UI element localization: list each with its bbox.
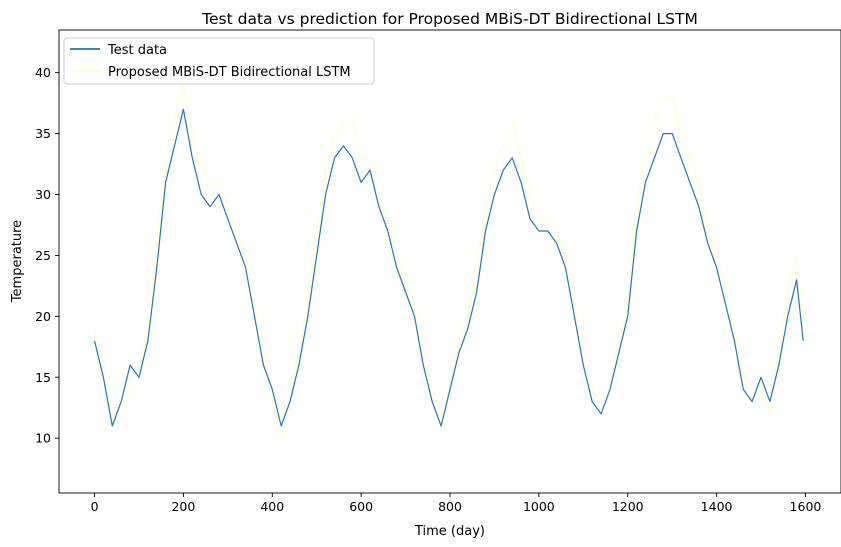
x-tick-label: 0 [91,499,99,514]
y-tick-label: 15 [35,370,51,385]
legend-box [63,37,375,85]
x-tick-label: 1200 [612,499,644,514]
series-line-prediction [93,84,804,439]
axis-ticks [55,72,806,497]
series-line-test-data [93,108,804,427]
legend: Test data Proposed MBiS-DT Bidirectional… [63,37,375,85]
plot-frame [58,29,841,494]
y-tick-label: 35 [35,126,51,141]
x-tick-labels: 0 200 400 600 800 1000 1200 1400 1600 [91,499,822,514]
y-tick-labels: 10 15 20 25 30 35 40 [35,65,51,446]
x-tick-label: 400 [260,499,284,514]
chart-title: Test data vs prediction for Proposed MBi… [201,10,698,28]
x-tick-label: 800 [438,499,462,514]
x-tick-label: 1400 [701,499,733,514]
series-layer [93,84,804,439]
x-tick-label: 200 [171,499,195,514]
x-tick-label: 1000 [523,499,555,514]
y-tick-label: 10 [35,431,51,446]
x-tick-label: 600 [349,499,373,514]
legend-label-test-data: Test data [107,43,167,58]
y-tick-label: 30 [35,187,51,202]
y-axis-label: Temperature [10,220,25,303]
y-tick-label: 40 [35,65,51,80]
x-axis-label: Time (day) [414,524,485,539]
legend-label-prediction: Proposed MBiS-DT Bidirectional LSTM [108,65,351,80]
y-tick-label: 25 [35,248,51,263]
x-tick-label: 1600 [790,499,822,514]
y-tick-label: 20 [35,309,51,324]
